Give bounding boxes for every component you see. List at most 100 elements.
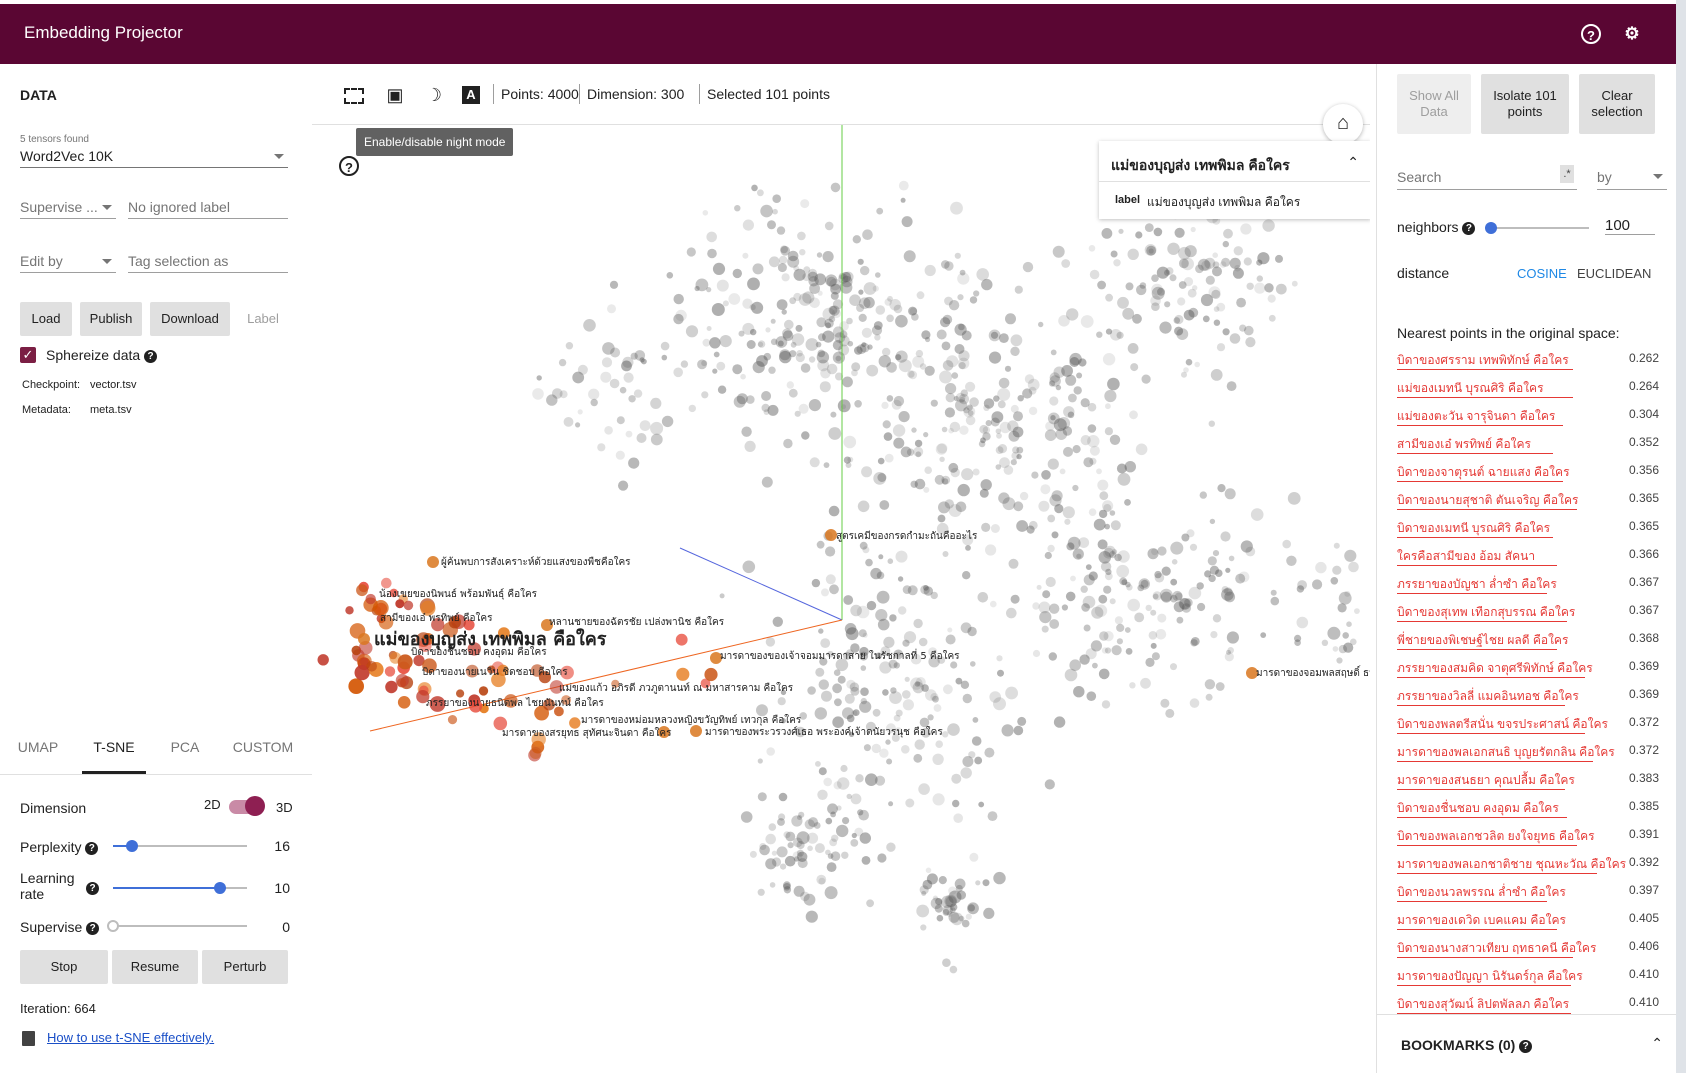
nearest-point-item[interactable]: แม่ของเมทนี บุรณศิริ คือใคร 0.264 — [1397, 375, 1659, 403]
tab-umap[interactable]: UMAP — [17, 739, 59, 755]
nearest-point-item[interactable]: บิดาของสุวัฒน์ ลิปตพัลลภ คือใคร 0.410 — [1397, 991, 1659, 1019]
nearest-point-label[interactable]: บิดาของเมทนี บุรณศิริ คือใคร — [1397, 521, 1551, 535]
nearest-point-item[interactable]: แม่ของตะวัน จารุจินดา คือใคร 0.304 — [1397, 403, 1659, 431]
nearest-point-label[interactable]: บิดาของชื่นชอบ คงอุดม คือใคร — [1397, 801, 1559, 815]
clear-selection-button[interactable]: Clear selection — [1579, 74, 1655, 134]
help-icon[interactable]: ? — [86, 882, 99, 895]
night-mode-icon[interactable]: ☽ — [425, 85, 443, 105]
nearest-point-label[interactable]: มารดาของสนธยา คุณปลื้ม คือใคร — [1397, 773, 1575, 787]
search-by-select[interactable]: by — [1597, 165, 1667, 190]
nearest-point-item[interactable]: มารดาของพลเอกชาติชาย ชุณหะวัณ คือใคร 0.39… — [1397, 851, 1659, 879]
nearest-point-label[interactable]: บิดาของพลเอกชวลิต ยงใจยุทธ คือใคร — [1397, 829, 1595, 843]
help-icon[interactable]: ? — [339, 156, 359, 176]
sphereize-checkbox[interactable]: ✓ — [20, 347, 36, 363]
labels-toggle-icon[interactable]: A — [462, 86, 480, 104]
isolate-points-button[interactable]: Isolate 101 points — [1481, 74, 1569, 134]
perplexity-slider-knob[interactable] — [126, 840, 138, 852]
help-icon[interactable]: ? — [1462, 221, 1476, 235]
perplexity-slider-track[interactable] — [113, 845, 247, 847]
show-all-data-button[interactable]: Show All Data — [1397, 74, 1471, 134]
nearest-point-item[interactable]: บิดาของนางสาวเทียบ ฤทธาคนี คือใคร 0.406 — [1397, 935, 1659, 963]
dimension-toggle-knob[interactable] — [245, 796, 265, 816]
resume-button[interactable]: Resume — [112, 950, 198, 984]
neighbors-slider-knob[interactable] — [1485, 222, 1497, 234]
tag-selection-input[interactable]: Tag selection as — [128, 250, 288, 273]
nearest-point-item[interactable]: ใครคือสามีของ อ้อม สัคนา 0.366 — [1397, 543, 1659, 571]
nearest-point-label[interactable]: บิดาของพลตรีสนั่น ขจรประศาสน์ คือใคร — [1397, 717, 1608, 731]
help-icon[interactable]: ? — [1581, 24, 1601, 44]
select-mode-icon[interactable] — [344, 88, 364, 104]
nearest-point-label[interactable]: ใครคือสามีของ อ้อม สัคนา — [1397, 549, 1536, 563]
nearest-point-label[interactable]: บิดาของสุเทพ เทือกสุบรรณ คือใคร — [1397, 605, 1576, 619]
help-icon[interactable]: ? — [86, 921, 100, 935]
nearest-point-item[interactable]: บิดาของพลตรีสนั่น ขจรประศาสน์ คือใคร 0.37… — [1397, 711, 1659, 739]
help-icon[interactable]: ? — [1519, 1039, 1533, 1053]
nearest-point-item[interactable]: มารดาของพลเอกสนธิ บุญยรัตกลิน คือใคร 0.37… — [1397, 739, 1659, 767]
nearest-point-label[interactable]: มารดาของเดวิด เบคแคม คือใคร — [1397, 913, 1566, 927]
learning-rate-slider-knob[interactable] — [214, 882, 226, 894]
search-input[interactable]: Search — [1397, 165, 1577, 190]
nearest-point-item[interactable]: บิดาของสุเทพ เทือกสุบรรณ คือใคร 0.367 — [1397, 599, 1659, 627]
tensor-select[interactable]: Word2Vec 10K — [20, 145, 288, 168]
supervise-select[interactable]: Supervise ... — [20, 196, 116, 219]
nearest-point-item[interactable]: บิดาของนายสุชาติ ตันเจริญ คือใคร 0.365 — [1397, 487, 1659, 515]
regex-toggle[interactable]: .* — [1560, 165, 1574, 183]
chevron-up-icon[interactable]: ⌃ — [1651, 1035, 1663, 1051]
nearest-point-label[interactable]: บิดาของนวลพรรณ ล่ำซำ คือใคร — [1397, 885, 1566, 899]
nearest-point-item[interactable]: มารดาของสนธยา คุณปลื้ม คือใคร 0.383 — [1397, 767, 1659, 795]
nearest-point-item[interactable]: บิดาของจาตุรนต์ ฉายแสง คือใคร 0.356 — [1397, 459, 1659, 487]
neighbors-input[interactable]: 100 — [1605, 217, 1655, 235]
nearest-point-item[interactable]: ภรรยาของวิลลี่ แมคอินทอช คือใคร 0.369 — [1397, 683, 1659, 711]
tab-tsne[interactable]: T-SNE — [93, 739, 135, 755]
nearest-point-item[interactable]: บิดาของนวลพรรณ ล่ำซำ คือใคร 0.397 — [1397, 879, 1659, 907]
nearest-point-label[interactable]: พี่ชายของพิเชษฐ์ไชย ผลดี คือใคร — [1397, 633, 1569, 647]
edit-mode-icon[interactable]: ▣ — [386, 85, 404, 105]
publish-button[interactable]: Publish — [80, 302, 142, 336]
supervise-slider-knob[interactable] — [107, 920, 119, 932]
nearest-point-label[interactable]: แม่ของตะวัน จารุจินดา คือใคร — [1397, 409, 1556, 423]
tab-pca[interactable]: PCA — [170, 739, 200, 755]
home-button[interactable]: ⌂ — [1323, 104, 1363, 144]
edit-by-select[interactable]: Edit by — [20, 250, 116, 273]
nearest-point-label[interactable]: สามีของเอ๋ พรทิพย์ คือใคร — [1397, 437, 1531, 451]
distance-cosine-button[interactable]: COSINE — [1517, 266, 1567, 281]
nearest-point-item[interactable]: บิดาของศรราม เทพพิทักษ์ คือใคร 0.262 — [1397, 347, 1659, 375]
perturb-button[interactable]: Perturb — [202, 950, 288, 984]
nearest-point-label[interactable]: มารดาของปัญญา นิรันดร์กุล คือใคร — [1397, 969, 1583, 983]
nearest-point-label[interactable]: บิดาของจาตุรนต์ ฉายแสง คือใคร — [1397, 465, 1570, 479]
nearest-point-label[interactable]: ภรรยาของบัญชา ล่ำซำ คือใคร — [1397, 577, 1557, 591]
download-button[interactable]: Download — [150, 302, 230, 336]
nearest-point-item[interactable]: ภรรยาของสมคิด จาตุศรีพิทักษ์ คือใคร 0.369 — [1397, 655, 1659, 683]
help-icon[interactable]: ? — [85, 841, 99, 855]
nearest-point-item[interactable]: มารดาของปัญญา นิรันดร์กุล คือใคร 0.410 — [1397, 963, 1659, 991]
nearest-point-item[interactable]: ภรรยาของบัญชา ล่ำซำ คือใคร 0.367 — [1397, 571, 1659, 599]
help-icon[interactable]: ? — [144, 349, 158, 363]
neighbors-slider-track[interactable] — [1491, 227, 1589, 229]
chevron-up-icon[interactable]: ⌃ — [1347, 154, 1359, 170]
stop-button[interactable]: Stop — [20, 950, 108, 984]
load-button[interactable]: Load — [20, 302, 72, 336]
nearest-point-label[interactable]: บิดาของสุวัฒน์ ลิปตพัลลภ คือใคร — [1397, 997, 1570, 1011]
nearest-point-item[interactable]: บิดาของเมทนี บุรณศิริ คือใคร 0.365 — [1397, 515, 1659, 543]
supervise-slider-track[interactable] — [113, 925, 247, 927]
nearest-point-item[interactable]: พี่ชายของพิเชษฐ์ไชย ผลดี คือใคร 0.368 — [1397, 627, 1659, 655]
nearest-point-label[interactable]: ภรรยาของสมคิด จาตุศรีพิทักษ์ คือใคร — [1397, 661, 1593, 675]
nearest-point-item[interactable]: บิดาของพลเอกชวลิต ยงใจยุทธ คือใคร 0.391 — [1397, 823, 1659, 851]
label-button[interactable]: Label — [247, 311, 279, 326]
nearest-point-item[interactable]: บิดาของชื่นชอบ คงอุดม คือใคร 0.385 — [1397, 795, 1659, 823]
tsne-help-link[interactable]: How to use t-SNE effectively. — [47, 1030, 215, 1045]
nearest-point-item[interactable]: สามีของเอ๋ พรทิพย์ คือใคร 0.352 — [1397, 431, 1659, 459]
scatter-plot[interactable]: สูตรเคมีของกรดกำมะถันคืออะไร ผู้ค้นพบการ… — [312, 125, 1370, 1073]
nearest-point-label[interactable]: มารดาของพลเอกชาติชาย ชุณหะวัณ คือใคร — [1397, 857, 1627, 871]
bug-report-icon[interactable]: ⚙ — [1624, 24, 1640, 43]
ignored-label-input[interactable]: No ignored label — [128, 196, 288, 219]
nearest-point-label[interactable]: ภรรยาของวิลลี่ แมคอินทอช คือใคร — [1397, 689, 1579, 703]
nearest-point-label[interactable]: บิดาของนายสุชาติ ตันเจริญ คือใคร — [1397, 493, 1579, 507]
tab-custom[interactable]: CUSTOM — [232, 739, 294, 755]
nearest-point-item[interactable]: มารดาของเดวิด เบคแคม คือใคร 0.405 — [1397, 907, 1659, 935]
nearest-point-label[interactable]: บิดาของศรราม เทพพิทักษ์ คือใคร — [1397, 353, 1569, 367]
nearest-point-label[interactable]: มารดาของพลเอกสนธิ บุญยรัตกลิน คือใคร — [1397, 745, 1615, 759]
nearest-point-label[interactable]: บิดาของนางสาวเทียบ ฤทธาคนี คือใคร — [1397, 941, 1597, 955]
distance-euclidean-button[interactable]: EUCLIDEAN — [1577, 266, 1652, 281]
nearest-point-label[interactable]: แม่ของเมทนี บุรณศิริ คือใคร — [1397, 381, 1544, 395]
